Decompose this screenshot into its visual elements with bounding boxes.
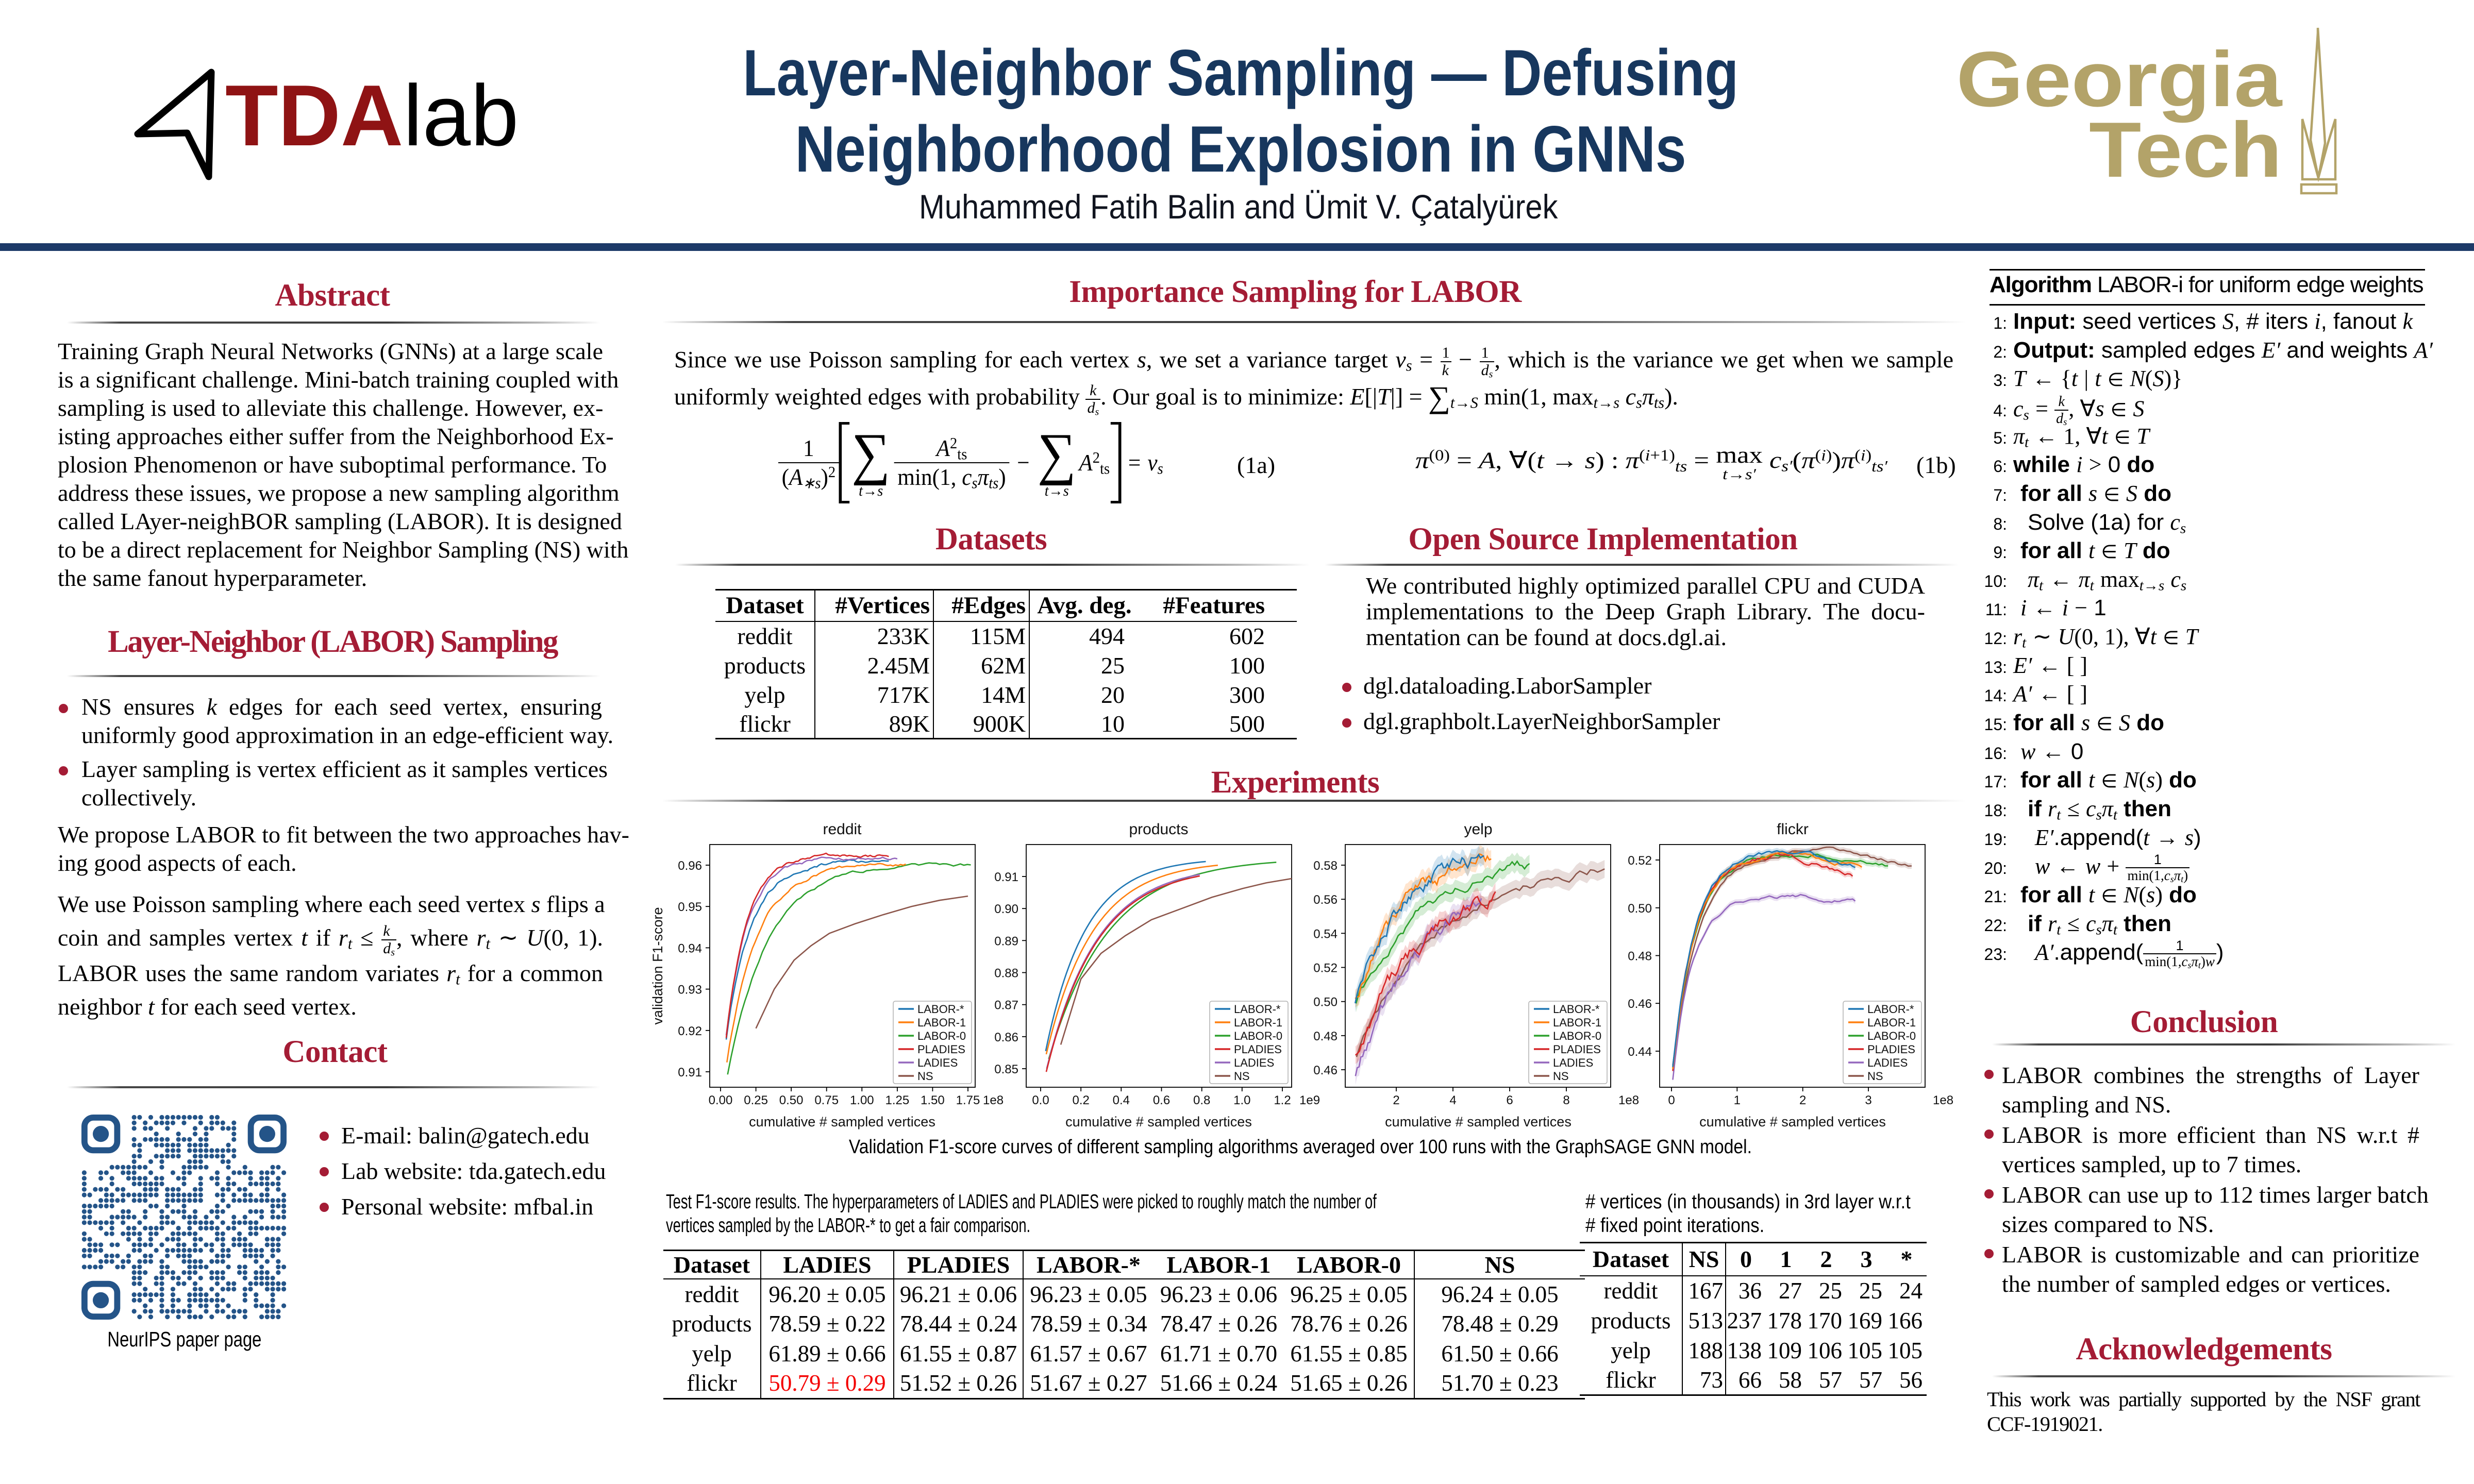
svg-text:products: products [1129, 821, 1188, 838]
svg-text:NS: NS [1553, 1070, 1569, 1083]
svg-text:LADIES: LADIES [1867, 1056, 1908, 1069]
svg-text:0.58: 0.58 [1313, 859, 1338, 873]
svg-text:0.50: 0.50 [1313, 996, 1338, 1009]
svg-text:reddit: reddit [823, 821, 862, 838]
svg-text:6: 6 [1506, 1093, 1513, 1107]
svg-text:0.4: 0.4 [1113, 1093, 1130, 1107]
svg-text:0.8: 0.8 [1193, 1093, 1210, 1107]
svg-text:2: 2 [1799, 1093, 1806, 1107]
svg-text:3: 3 [1865, 1093, 1871, 1107]
svg-text:validation F1-score: validation F1-score [650, 907, 665, 1024]
svg-text:0.90: 0.90 [994, 902, 1018, 916]
svg-text:0.89: 0.89 [994, 934, 1018, 948]
svg-text:2: 2 [1393, 1093, 1399, 1107]
svg-text:0.86: 0.86 [994, 1031, 1018, 1044]
svg-text:1e8: 1e8 [983, 1093, 1004, 1107]
svg-text:LABOR-*: LABOR-* [1867, 1003, 1914, 1016]
svg-text:LABOR-0: LABOR-0 [1234, 1030, 1282, 1042]
svg-text:0.91: 0.91 [994, 870, 1018, 884]
svg-text:0.88: 0.88 [994, 967, 1018, 981]
svg-text:cumulative # sampled vertices: cumulative # sampled vertices [1065, 1114, 1252, 1129]
svg-text:LABOR-1: LABOR-1 [1234, 1016, 1282, 1029]
svg-text:0.96: 0.96 [678, 859, 702, 873]
svg-text:LABOR-*: LABOR-* [1234, 1003, 1281, 1016]
svg-text:1.25: 1.25 [885, 1093, 910, 1107]
svg-text:LABOR-*: LABOR-* [1553, 1003, 1600, 1016]
svg-text:0: 0 [1668, 1093, 1675, 1107]
svg-text:0.94: 0.94 [678, 941, 702, 955]
svg-text:NS: NS [917, 1070, 933, 1083]
svg-text:0.50: 0.50 [1628, 902, 1652, 916]
svg-text:0.52: 0.52 [1628, 854, 1652, 868]
svg-text:0.00: 0.00 [709, 1093, 733, 1107]
svg-text:1e8: 1e8 [1618, 1093, 1639, 1107]
svg-text:8: 8 [1563, 1093, 1569, 1107]
svg-text:yelp: yelp [1464, 821, 1492, 838]
svg-text:NS: NS [1234, 1070, 1250, 1083]
svg-text:0.75: 0.75 [814, 1093, 839, 1107]
svg-text:1e8: 1e8 [1933, 1093, 1953, 1107]
svg-text:1e9: 1e9 [1299, 1093, 1320, 1107]
svg-text:NS: NS [1867, 1070, 1883, 1083]
svg-text:0.87: 0.87 [994, 999, 1018, 1013]
svg-text:LADIES: LADIES [917, 1056, 958, 1069]
svg-text:LABOR-*: LABOR-* [917, 1003, 964, 1016]
svg-text:0.44: 0.44 [1628, 1045, 1652, 1059]
svg-text:LABOR-1: LABOR-1 [1553, 1016, 1601, 1029]
svg-text:0.56: 0.56 [1313, 893, 1338, 907]
svg-text:LADIES: LADIES [1553, 1056, 1593, 1069]
svg-text:1: 1 [1734, 1093, 1741, 1107]
svg-text:PLADIES: PLADIES [1867, 1043, 1915, 1056]
svg-text:0.85: 0.85 [994, 1063, 1018, 1076]
svg-text:0.54: 0.54 [1313, 927, 1338, 941]
svg-text:1.2: 1.2 [1274, 1093, 1291, 1107]
svg-text:PLADIES: PLADIES [917, 1043, 965, 1056]
svg-text:0.52: 0.52 [1313, 962, 1338, 975]
svg-text:0.92: 0.92 [678, 1024, 702, 1038]
svg-text:LABOR-0: LABOR-0 [1867, 1030, 1916, 1042]
svg-text:0.46: 0.46 [1313, 1064, 1338, 1077]
svg-text:cumulative # sampled vertices: cumulative # sampled vertices [1699, 1114, 1886, 1129]
svg-text:LADIES: LADIES [1234, 1056, 1274, 1069]
svg-text:0.46: 0.46 [1628, 997, 1652, 1011]
svg-text:PLADIES: PLADIES [1553, 1043, 1601, 1056]
svg-text:cumulative # sampled vertices: cumulative # sampled vertices [749, 1114, 935, 1129]
svg-text:0.50: 0.50 [779, 1093, 804, 1107]
svg-text:LABOR-0: LABOR-0 [917, 1030, 966, 1042]
svg-text:LABOR-1: LABOR-1 [917, 1016, 966, 1029]
svg-text:0.48: 0.48 [1313, 1030, 1338, 1043]
svg-text:LABOR-0: LABOR-0 [1553, 1030, 1601, 1042]
svg-text:4: 4 [1449, 1093, 1456, 1107]
svg-text:1.75: 1.75 [956, 1093, 980, 1107]
svg-text:0.48: 0.48 [1628, 950, 1652, 964]
svg-text:0.95: 0.95 [678, 900, 702, 914]
svg-text:0.25: 0.25 [744, 1093, 768, 1107]
svg-text:0.0: 0.0 [1032, 1093, 1049, 1107]
svg-text:0.6: 0.6 [1153, 1093, 1170, 1107]
svg-text:0.2: 0.2 [1073, 1093, 1090, 1107]
svg-text:0.91: 0.91 [678, 1066, 702, 1080]
svg-text:PLADIES: PLADIES [1234, 1043, 1282, 1056]
svg-text:1.50: 1.50 [921, 1093, 945, 1107]
svg-text:1.0: 1.0 [1233, 1093, 1250, 1107]
svg-text:flickr: flickr [1777, 821, 1809, 838]
svg-text:cumulative # sampled vertices: cumulative # sampled vertices [1385, 1114, 1572, 1129]
svg-text:0.93: 0.93 [678, 983, 702, 997]
svg-text:1.00: 1.00 [850, 1093, 874, 1107]
svg-text:LABOR-1: LABOR-1 [1867, 1016, 1916, 1029]
